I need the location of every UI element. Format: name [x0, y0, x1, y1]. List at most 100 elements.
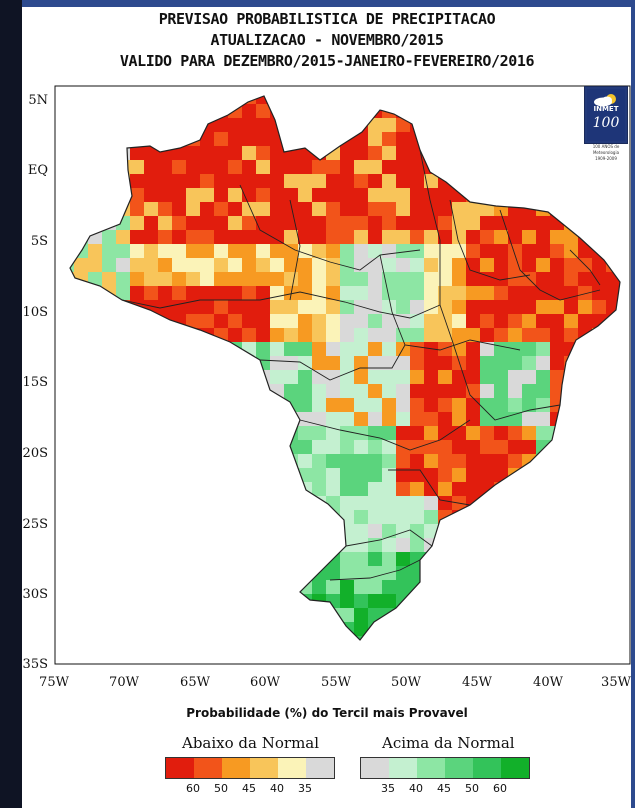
grid-cell [340, 608, 355, 623]
grid-cell [130, 188, 145, 203]
grid-cell [354, 482, 369, 497]
grid-cell [382, 524, 397, 539]
grid-cell [340, 482, 355, 497]
grid-cell [228, 286, 243, 301]
grid-cell [382, 188, 397, 203]
grid-cell [354, 314, 369, 329]
grid-cell [368, 314, 383, 329]
grid-cell [410, 370, 425, 385]
grid-cell [326, 356, 341, 371]
grid-cell [592, 300, 607, 315]
grid-cell [312, 426, 327, 441]
legend-swatch [473, 758, 501, 778]
grid-cell [494, 258, 509, 273]
grid-cell [410, 202, 425, 217]
grid-cell [312, 244, 327, 259]
grid-cell [228, 230, 243, 245]
grid-cell [368, 566, 383, 581]
grid-cell [536, 216, 551, 231]
grid-cell [312, 580, 327, 595]
grid-cell [354, 440, 369, 455]
grid-cell [326, 440, 341, 455]
lat-label: 5N [28, 93, 48, 108]
grid-cell [424, 440, 439, 455]
grid-cell [424, 412, 439, 427]
grid-cell [144, 202, 159, 217]
grid-cell [508, 398, 523, 413]
grid-cell [438, 258, 453, 273]
lat-label: 20S [23, 446, 48, 461]
grid-cell [354, 426, 369, 441]
grid-cell [242, 132, 257, 147]
grid-cell [340, 174, 355, 189]
grid-cell [158, 174, 173, 189]
grid-cell [382, 118, 397, 133]
grid-cell [480, 398, 495, 413]
grid-cell [424, 356, 439, 371]
grid-cell [438, 440, 453, 455]
grid-cell [214, 286, 229, 301]
grid-cell [466, 482, 481, 497]
grid-cell [396, 132, 411, 147]
grid-cell [522, 398, 537, 413]
grid-cell [214, 258, 229, 273]
grid-cell [396, 370, 411, 385]
grid-cell [396, 160, 411, 175]
grid-cell [340, 146, 355, 161]
grid-cell [522, 342, 537, 357]
grid-cell [186, 216, 201, 231]
grid-cell [578, 244, 593, 259]
grid-cell [396, 216, 411, 231]
grid-cell [382, 300, 397, 315]
grid-cell [494, 454, 509, 469]
grid-cell [228, 272, 243, 287]
grid-cell [326, 580, 341, 595]
grid-cell [298, 230, 313, 245]
grid-cell [256, 174, 271, 189]
grid-cell [494, 384, 509, 399]
grid-cell [368, 244, 383, 259]
grid-cell [508, 440, 523, 455]
grid-cell [494, 300, 509, 315]
grid-cell [214, 188, 229, 203]
grid-cell [522, 328, 537, 343]
title-line-1: PREVISAO PROBABILISTICA DE PRECIPITACAO [158, 10, 496, 28]
grid-cell [326, 454, 341, 469]
legend-tick: 35 [298, 782, 312, 795]
lon-label: 75W [39, 675, 70, 690]
cloud-sun-icon [587, 89, 625, 141]
grid-cell [368, 174, 383, 189]
grid-cell [186, 272, 201, 287]
grid-cell [116, 230, 131, 245]
grid-cell [354, 356, 369, 371]
grid-cell [354, 244, 369, 259]
grid-cell [494, 244, 509, 259]
grid-cell [396, 510, 411, 525]
grid-cell [452, 482, 467, 497]
grid-cell [186, 174, 201, 189]
grid-cell [452, 300, 467, 315]
grid-cell [354, 202, 369, 217]
grid-cell [550, 370, 565, 385]
grid-cell [438, 286, 453, 301]
grid-cell [424, 314, 439, 329]
grid-cell [452, 314, 467, 329]
grid-cell [102, 258, 117, 273]
grid-cell [298, 272, 313, 287]
grid-cell [326, 272, 341, 287]
grid-cell [424, 398, 439, 413]
grid-cell [172, 286, 187, 301]
grid-cell [452, 454, 467, 469]
grid-cell [410, 216, 425, 231]
grid-cell [228, 300, 243, 315]
grid-cell [284, 342, 299, 357]
grid-cell [522, 258, 537, 273]
grid-cell [494, 426, 509, 441]
grid-cell [396, 496, 411, 511]
grid-cell [312, 174, 327, 189]
grid-cell [396, 468, 411, 483]
grid-cell [382, 538, 397, 553]
grid-cell [466, 272, 481, 287]
grid-cell [466, 370, 481, 385]
grid-cell [368, 496, 383, 511]
